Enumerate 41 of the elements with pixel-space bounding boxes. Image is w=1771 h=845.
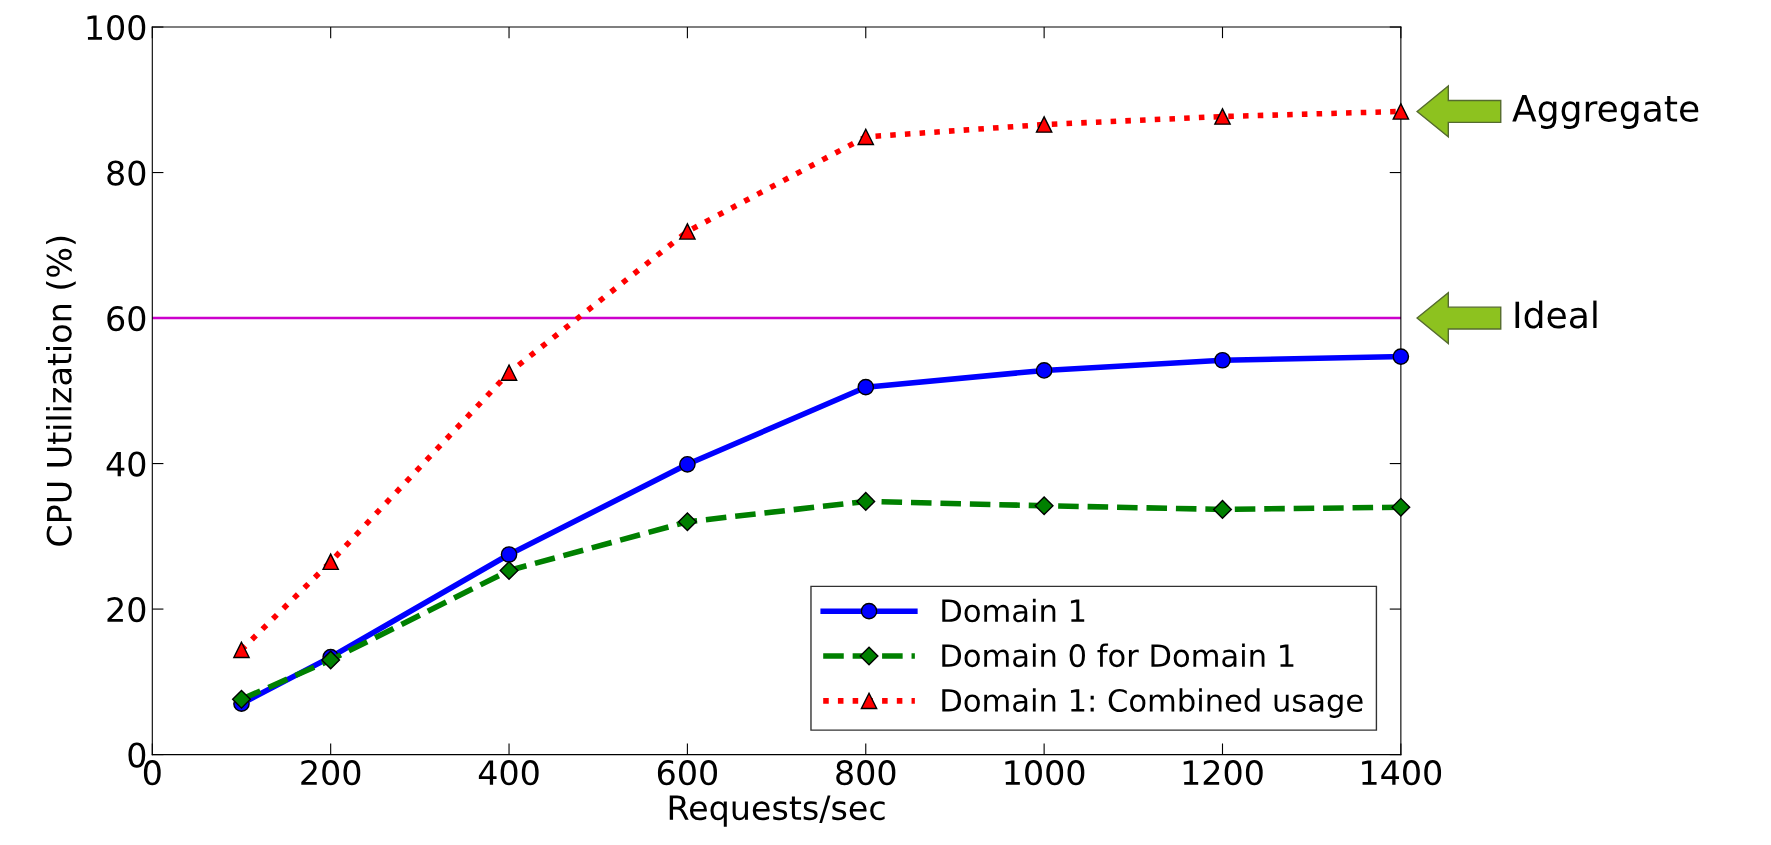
- y-tick-label: 40: [106, 451, 146, 477]
- legend-label: Domain 0 for Domain 1: [942, 643, 1294, 668]
- point: [1214, 108, 1231, 125]
- point: [1392, 348, 1410, 365]
- text: Aggregate: [1512, 95, 1699, 129]
- point: [1212, 499, 1233, 519]
- point: [499, 560, 519, 581]
- point: [1034, 496, 1054, 516]
- point: [1392, 103, 1410, 120]
- point: [856, 491, 876, 511]
- point: [679, 223, 696, 240]
- y-tick-label: 80: [107, 160, 146, 186]
- y-tick-label: 60: [107, 305, 146, 332]
- x-tick-label: 600: [657, 760, 717, 786]
- x-tick-label: 400: [478, 760, 539, 786]
- point: [231, 689, 252, 709]
- y-tick-label: 20: [107, 597, 146, 623]
- point: [233, 641, 250, 659]
- y-tick-label: 100: [87, 14, 146, 41]
- legend-label: Domain 1: Combined usage: [942, 688, 1363, 718]
- x-tick-label: 1400: [1362, 760, 1442, 786]
- text: Ideal: [1515, 300, 1597, 329]
- point: [1035, 116, 1053, 133]
- point: [500, 546, 518, 563]
- x-tick-label: 800: [836, 760, 896, 786]
- y-axis-title: CPU Utilization (%): [46, 236, 76, 546]
- point: [677, 512, 697, 532]
- point: [857, 378, 875, 396]
- point: [500, 364, 518, 381]
- point: [1214, 351, 1231, 369]
- point: [857, 128, 875, 146]
- x-tick-label: 1200: [1183, 760, 1263, 786]
- x-axis-title: Requests/sec: [669, 795, 885, 827]
- point: [679, 455, 696, 473]
- x-tick-label: 200: [301, 760, 361, 786]
- point: [1391, 497, 1411, 517]
- x-tick-label: 1000: [1005, 760, 1085, 786]
- legend-label: Domain 1: [942, 598, 1085, 623]
- point: [1035, 362, 1053, 379]
- point: [322, 553, 340, 571]
- y-tick-label: 0: [128, 742, 146, 768]
